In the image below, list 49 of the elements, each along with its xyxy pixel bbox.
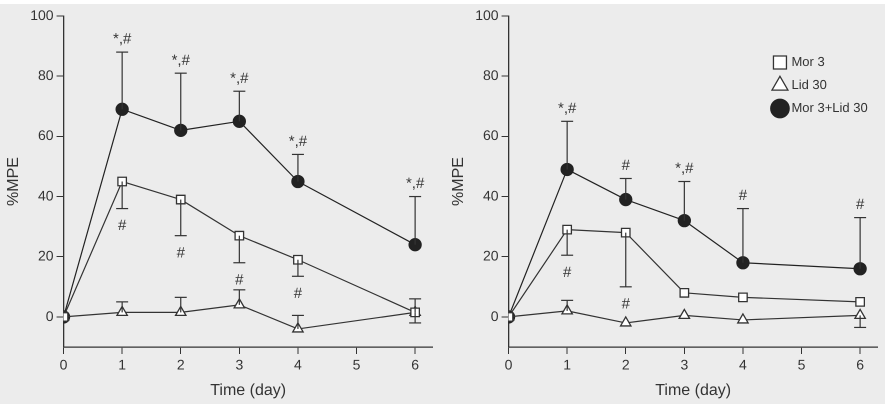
x-axis-title: Time (day) xyxy=(655,382,732,399)
x-tick-label: 1 xyxy=(563,356,572,372)
y-tick-label: 20 xyxy=(482,248,499,264)
y-tick-label: 40 xyxy=(38,187,54,204)
annotation: *,# xyxy=(288,133,308,150)
x-tick-label: 6 xyxy=(856,356,864,372)
annotation: *,# xyxy=(675,160,694,178)
x-tick-label: 4 xyxy=(739,356,748,372)
annotation: *,# xyxy=(112,30,132,48)
annotation: *,# xyxy=(172,52,191,69)
y-tick-label: 100 xyxy=(475,6,499,23)
y-tick-label: 20 xyxy=(38,248,54,264)
y-axis-title: %MPE xyxy=(5,157,22,206)
x-tick-label: 4 xyxy=(294,356,302,372)
annotation: # xyxy=(176,244,186,262)
x-tick-label: 1 xyxy=(118,356,126,372)
y-tick-label: 0 xyxy=(490,308,499,324)
y-tick-label: 0 xyxy=(46,308,54,324)
annotation: # xyxy=(118,217,127,234)
x-tick-label: 5 xyxy=(352,356,361,372)
annotation: # xyxy=(738,187,748,204)
legend-label: Lid 30 xyxy=(791,77,827,92)
y-tick-label: 60 xyxy=(38,127,54,144)
legend-label: Mor 3+Lid 30 xyxy=(791,100,868,116)
y-axis-title: %MPE xyxy=(450,157,468,206)
legend-label: Mor 3 xyxy=(791,54,825,70)
annotation: *,# xyxy=(230,70,250,87)
y-tick-label: 40 xyxy=(482,187,499,204)
annotation: # xyxy=(235,271,244,288)
x-tick-label: 0 xyxy=(60,356,68,372)
x-axis-title: Time (day) xyxy=(210,382,286,399)
annotation: # xyxy=(622,295,631,312)
x-tick-label: 5 xyxy=(798,356,806,372)
annotation: # xyxy=(562,264,572,281)
x-tick-label: 3 xyxy=(235,356,244,372)
y-tick-label: 80 xyxy=(482,67,499,84)
annotation: # xyxy=(856,196,865,214)
x-tick-label: 3 xyxy=(680,356,688,372)
x-tick-label: 2 xyxy=(622,356,630,372)
x-tick-label: 2 xyxy=(176,356,185,372)
y-tick-label: 80 xyxy=(38,67,54,84)
annotation: *,# xyxy=(558,100,577,117)
annotation: # xyxy=(294,284,303,302)
y-tick-label: 100 xyxy=(30,6,54,23)
y-tick-label: 60 xyxy=(482,127,499,144)
annotation: *,# xyxy=(406,175,425,192)
x-tick-label: 0 xyxy=(504,356,513,372)
annotation: # xyxy=(622,157,631,174)
x-tick-label: 6 xyxy=(411,356,420,372)
